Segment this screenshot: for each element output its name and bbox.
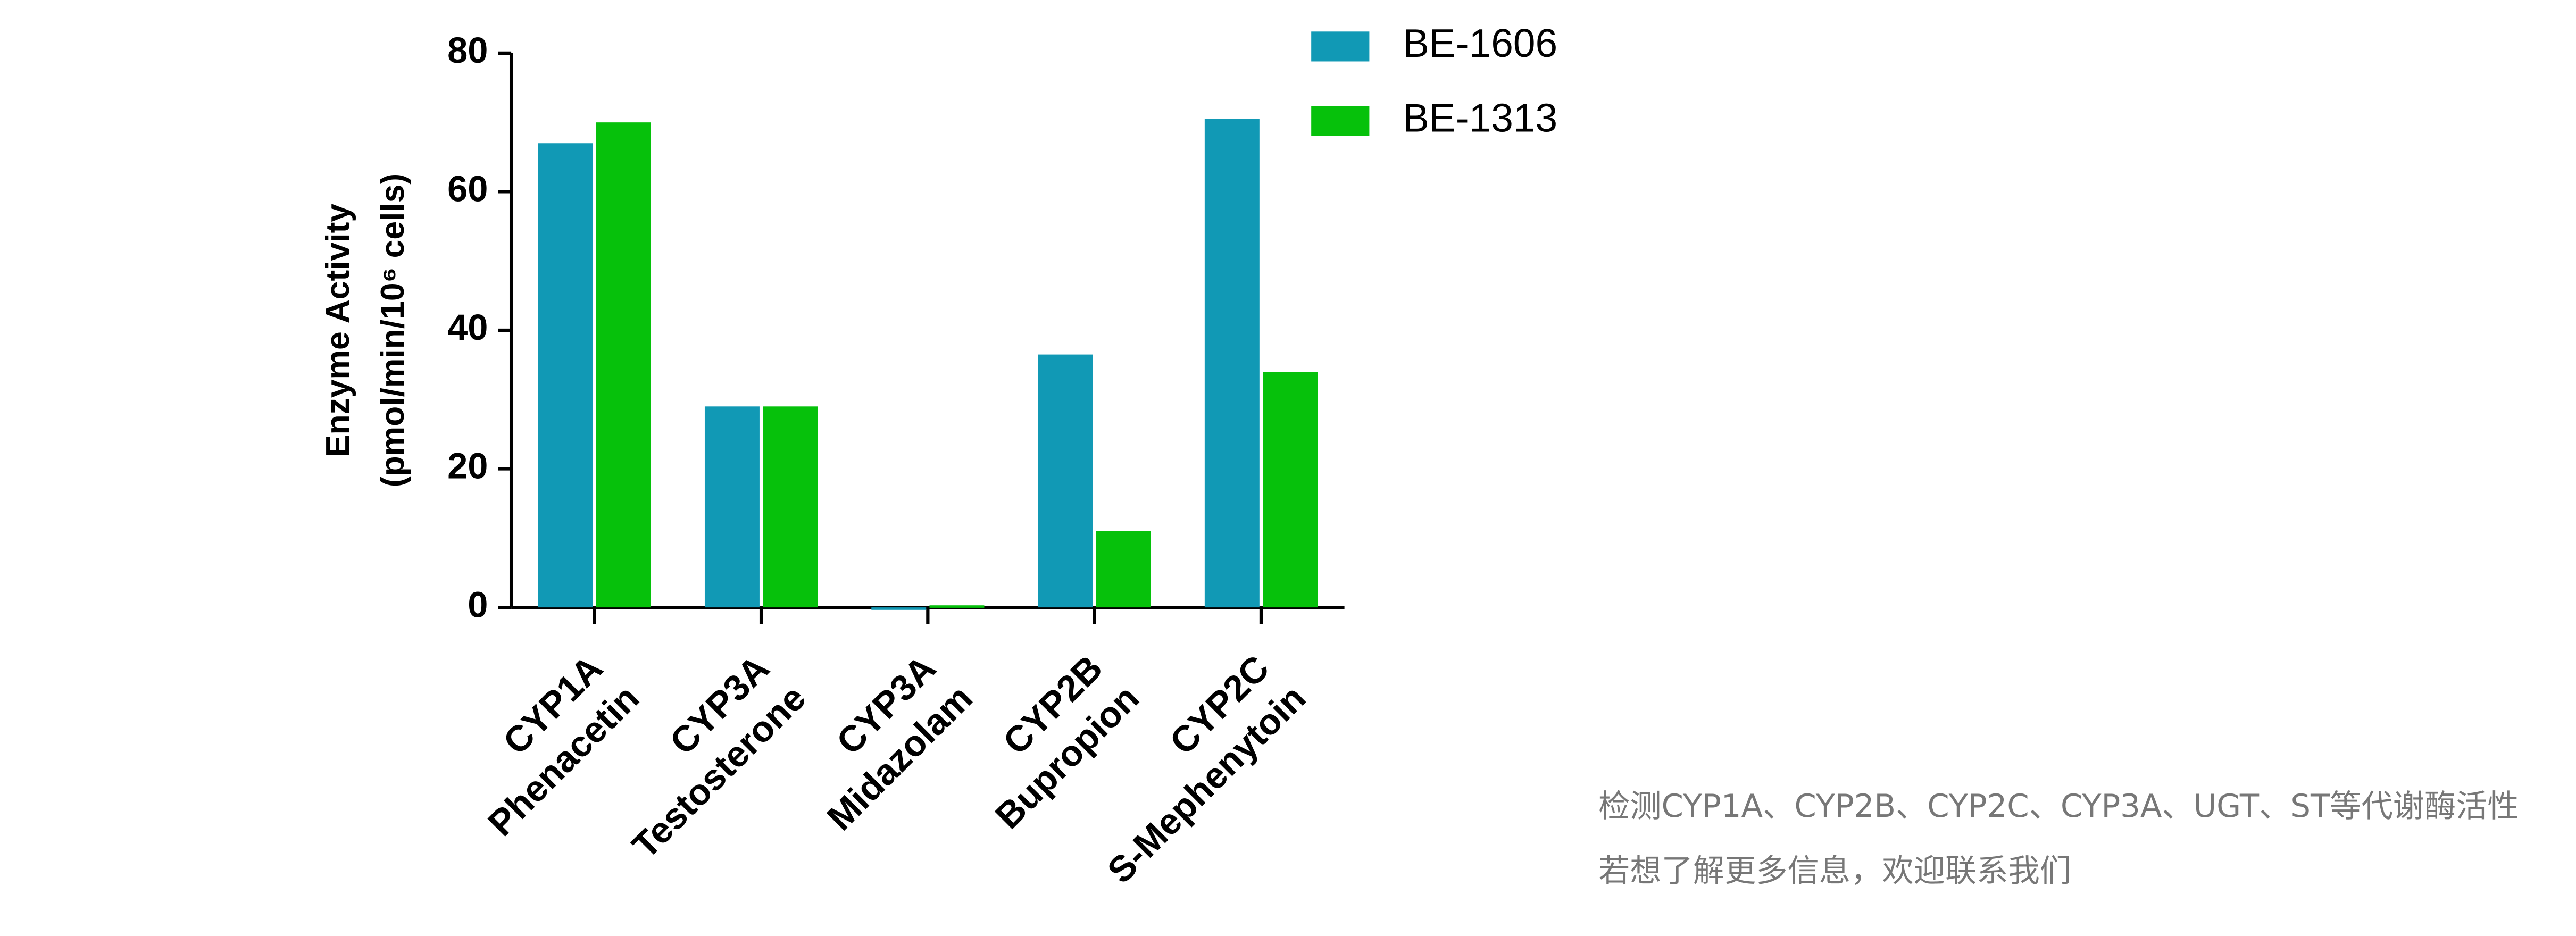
bar (1038, 354, 1093, 608)
bar (704, 406, 760, 608)
bar (1096, 531, 1151, 608)
bar (1263, 372, 1318, 608)
legend-swatch (1311, 31, 1370, 62)
bar (1204, 119, 1260, 608)
bar (763, 406, 818, 608)
y-tick-label: 40 (447, 307, 488, 348)
y-axis-label: Enzyme Activity (320, 204, 356, 457)
y-tick-label: 20 (447, 446, 488, 487)
note-line: 若想了解更多信息，欢迎联系我们 (1598, 853, 2071, 889)
legend-swatch (1311, 106, 1370, 136)
y-tick-label: 60 (447, 169, 488, 210)
y-tick-label: 80 (447, 30, 488, 71)
y-axis-label: (pmol/min/10⁶ cells) (374, 173, 411, 487)
note-line: 检测CYP1A、CYP2B、CYP2C、CYP3A、UGT、ST等代谢酶活性 (1598, 788, 2519, 824)
bar (929, 605, 985, 608)
bar (538, 143, 593, 608)
bar (596, 122, 651, 608)
bar (871, 607, 927, 610)
legend-label: BE-1313 (1403, 96, 1557, 140)
y-tick-label: 0 (468, 584, 488, 625)
legend-label: BE-1606 (1403, 21, 1557, 65)
